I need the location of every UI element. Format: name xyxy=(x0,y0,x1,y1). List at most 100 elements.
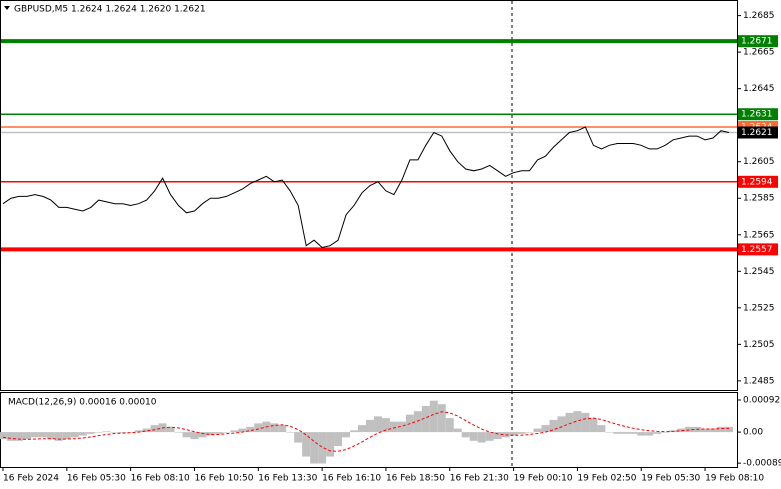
macd-bar xyxy=(613,432,622,434)
macd-bar xyxy=(54,432,63,441)
x-tick-label: 16 Feb 18:50 xyxy=(386,474,445,484)
macd-bar xyxy=(270,423,279,433)
macd-bar xyxy=(589,418,598,433)
macd-bar xyxy=(214,432,223,434)
macd-bar xyxy=(709,428,718,433)
level-tag xyxy=(738,108,778,121)
price-line xyxy=(2,126,730,249)
y-tick-label: 1.2645 xyxy=(743,84,775,94)
macd-bar xyxy=(14,432,23,441)
macd-bar xyxy=(701,428,710,433)
macd-bar xyxy=(334,432,343,447)
level-tag xyxy=(738,126,778,139)
y-tick-label: -0.00089 xyxy=(743,459,781,469)
level-tag xyxy=(738,243,778,256)
macd-bar xyxy=(677,428,686,433)
macd-bar xyxy=(509,432,518,436)
macd-bar xyxy=(230,430,239,433)
y-tick-label: 0.00 xyxy=(743,428,763,438)
main-panel xyxy=(0,0,738,391)
macd-bar xyxy=(86,432,95,434)
macd-bar xyxy=(174,432,183,433)
symbol-arrow xyxy=(4,6,10,10)
macd-bar xyxy=(38,432,47,438)
macd-bar xyxy=(110,432,119,433)
macd-bar xyxy=(62,432,71,440)
macd-bar xyxy=(549,419,558,433)
x-tick-label: 16 Feb 2024 xyxy=(3,474,59,484)
macd-bar xyxy=(389,421,398,433)
macd-bar xyxy=(326,432,335,457)
macd-bar xyxy=(126,432,135,433)
macd-bar xyxy=(206,432,215,436)
macd-bar xyxy=(278,425,287,433)
macd-bar xyxy=(222,432,231,433)
macd-bar xyxy=(134,430,143,433)
x-tick-label: 19 Feb 02:50 xyxy=(577,474,636,484)
macd-bar xyxy=(246,426,255,433)
y-tick-label: 1.2545 xyxy=(743,267,775,277)
macd-bar xyxy=(22,432,31,440)
macd-bar xyxy=(358,425,366,433)
x-tick-label: 16 Feb 05:30 xyxy=(67,474,126,484)
x-tick-label: 16 Feb 21:30 xyxy=(450,474,509,484)
macd-bar xyxy=(621,432,630,434)
macd-bar xyxy=(238,428,247,433)
macd-bar xyxy=(397,421,406,433)
macd-bar xyxy=(150,425,159,433)
macd-bar xyxy=(166,426,175,433)
y-tick-label: 1.2565 xyxy=(743,230,775,240)
y-tick-label: 1.2685 xyxy=(743,11,775,21)
x-tick-label: 19 Feb 05:30 xyxy=(641,474,700,484)
level-label: 1.2621 xyxy=(741,128,773,138)
x-tick-label: 16 Feb 13:30 xyxy=(258,474,317,484)
macd-bar xyxy=(661,432,670,433)
y-tick-label: 1.2485 xyxy=(743,376,775,386)
level-label: 1.2671 xyxy=(741,37,773,47)
macd-bar xyxy=(102,431,111,433)
macd-bar xyxy=(78,432,87,436)
macd-bar xyxy=(342,432,351,438)
macd-bar xyxy=(557,416,566,433)
macd-bar xyxy=(461,432,470,438)
macd-bar xyxy=(645,432,654,436)
x-tick-label: 16 Feb 08:10 xyxy=(131,474,190,484)
macd-bar xyxy=(445,418,454,433)
macd-bar xyxy=(477,432,486,443)
macd-bar xyxy=(565,412,574,433)
macd-bar xyxy=(573,411,582,433)
macd-bar xyxy=(541,425,550,433)
macd-bar xyxy=(373,416,382,433)
macd-title: MACD(12,26,9) 0.00016 0.00010 xyxy=(8,398,157,408)
macd-bar xyxy=(637,432,646,436)
level-tag xyxy=(738,35,778,48)
macd-bar xyxy=(581,412,590,433)
macd-bar xyxy=(493,432,502,440)
y-tick-label: 1.2525 xyxy=(743,303,775,313)
macd-bar xyxy=(453,428,462,433)
macd-bar xyxy=(421,405,430,433)
y-tick-label: 1.2585 xyxy=(743,194,775,204)
macd-bar xyxy=(6,432,15,441)
macd-bar xyxy=(533,428,542,433)
y-tick-label: 0.00092 xyxy=(743,395,780,405)
level-tag xyxy=(738,175,778,188)
macd-bar xyxy=(413,411,422,433)
macd-bar xyxy=(46,432,55,440)
signal-line xyxy=(2,411,730,452)
macd-bar xyxy=(182,432,191,438)
macd-bar xyxy=(525,432,534,433)
level-label: 1.2557 xyxy=(741,245,773,255)
macd-bar xyxy=(437,404,446,433)
y-tick-label: 1.2665 xyxy=(743,48,775,58)
macd-bar xyxy=(70,432,79,438)
chart-title: GBPUSD,M5 1.2624 1.2624 1.2620 1.2621 xyxy=(14,5,206,15)
macd-bar xyxy=(302,432,311,457)
y-tick-label: 1.2505 xyxy=(743,340,775,350)
macd-bar xyxy=(142,428,151,433)
x-tick-label: 19 Feb 00:10 xyxy=(514,474,573,484)
macd-bar xyxy=(0,432,7,440)
macd-bar xyxy=(653,432,662,434)
macd-bar xyxy=(605,432,614,433)
macd-bar xyxy=(381,418,390,433)
